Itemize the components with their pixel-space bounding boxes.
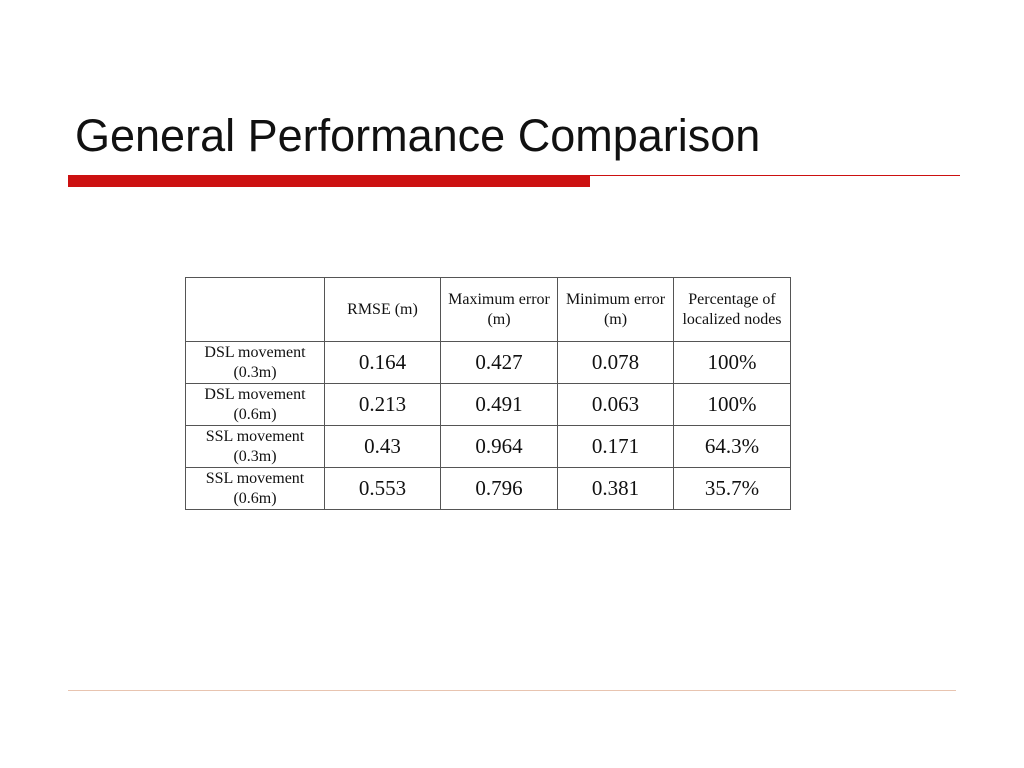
value-cell: 0.381 [557,467,674,510]
value-cell: 0.964 [440,425,558,468]
table-row: SSL movement (0.3m) 0.43 0.964 0.171 64.3% [185,425,791,468]
header-cell: RMSE (m) [324,277,441,342]
value-cell: 0.553 [324,467,441,510]
value-cell: 0.427 [440,341,558,384]
value-cell: 35.7% [673,467,791,510]
header-cell: Maximum error (m) [440,277,558,342]
header-cell: Minimum error (m) [557,277,674,342]
slide-title: General Performance Comparison [75,110,761,161]
header-cell: Percentage of localized nodes [673,277,791,342]
value-cell: 0.43 [324,425,441,468]
value-cell: 0.078 [557,341,674,384]
value-cell: 0.213 [324,383,441,426]
table-row: DSL movement (0.3m) 0.164 0.427 0.078 100% [185,341,791,384]
row-label: DSL movement (0.3m) [185,341,325,384]
value-cell: 0.796 [440,467,558,510]
value-cell: 64.3% [673,425,791,468]
value-cell: 100% [673,341,791,384]
row-label: SSL movement (0.6m) [185,467,325,510]
table-row: SSL movement (0.6m) 0.553 0.796 0.381 35.7% [185,467,791,510]
value-cell: 0.164 [324,341,441,384]
value-cell: 0.171 [557,425,674,468]
title-bar-thick [68,175,590,187]
footer-line [68,690,956,691]
title-bar-thin [590,175,960,176]
table-row: DSL movement (0.6m) 0.213 0.491 0.063 100% [185,383,791,426]
value-cell: 0.491 [440,383,558,426]
value-cell: 100% [673,383,791,426]
corner-cell [185,277,325,342]
value-cell: 0.063 [557,383,674,426]
header-row: RMSE (m) Maximum error (m) Minimum error (… [185,277,791,342]
row-label: DSL movement (0.6m) [185,383,325,426]
performance-table: RMSE (m) Maximum error (m) Minimum error (… [185,277,791,510]
row-label: SSL movement (0.3m) [185,425,325,468]
